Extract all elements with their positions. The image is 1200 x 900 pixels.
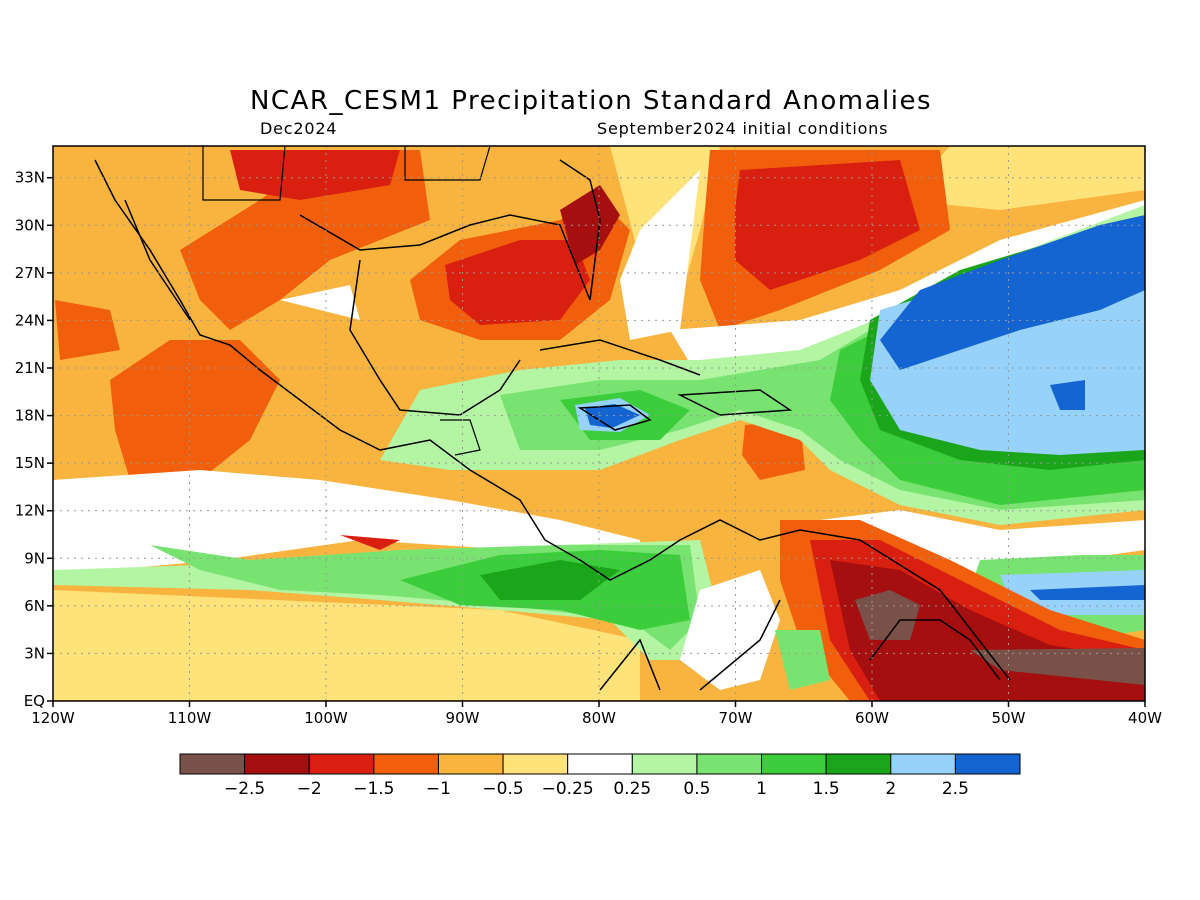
colorbar-label: 1 bbox=[756, 779, 767, 799]
y-tick-label: 21N bbox=[15, 359, 45, 377]
brown-guianas bbox=[855, 590, 920, 640]
colorbar-label: −0.5 bbox=[482, 779, 523, 799]
colorbar-label: 0.5 bbox=[683, 779, 710, 799]
white-gulf-west bbox=[280, 285, 360, 320]
jamaica bbox=[577, 404, 652, 431]
x-tick-label: 100W bbox=[304, 709, 348, 727]
colorbar-label: 2.5 bbox=[942, 779, 969, 799]
x-tick-label: 50W bbox=[992, 709, 1026, 727]
y-tick-label: 3N bbox=[24, 644, 45, 662]
baja-california bbox=[124, 199, 191, 321]
blue-south-atlantic bbox=[1030, 585, 1145, 600]
white-venezuela bbox=[680, 570, 780, 690]
blue-patch-east bbox=[1050, 380, 1085, 410]
blue-atlantic bbox=[880, 215, 1145, 370]
colorbar-label: 1.5 bbox=[813, 779, 840, 799]
colorbar-swatch bbox=[890, 753, 956, 775]
x-tick-label: 80W bbox=[582, 709, 616, 727]
white-band-atlantic bbox=[670, 200, 1145, 380]
y-tick-label: 12N bbox=[15, 502, 45, 520]
y-tick-label: 24N bbox=[15, 311, 45, 329]
colorbar-label: −2.5 bbox=[224, 779, 265, 799]
colorbar-swatch bbox=[179, 753, 246, 775]
y-axis: 33N 30N 27N 24N 21N 18N 15N 12N 9N 6N 3N EQ bbox=[15, 169, 53, 710]
colorbar-label: −1 bbox=[426, 779, 451, 799]
gulf-coast-north bbox=[299, 214, 591, 301]
pacific-caribbean-coast bbox=[94, 159, 1011, 681]
green-venezuela bbox=[775, 630, 830, 690]
colorbar-swatch bbox=[567, 753, 633, 775]
x-tick-label: 120W bbox=[31, 709, 75, 727]
colorbar-label: −2 bbox=[297, 779, 322, 799]
y-tick-label: 15N bbox=[15, 454, 45, 472]
colorbar-swatch bbox=[954, 753, 1021, 775]
colorbar-swatch bbox=[631, 753, 698, 775]
x-axis: 120W 110W 100W 90W 80W 70W 60W 50W 40W bbox=[31, 701, 1162, 727]
south-america-coast bbox=[599, 599, 781, 691]
y-tick-label: 33N bbox=[15, 169, 45, 187]
x-tick-label: 110W bbox=[168, 709, 212, 727]
colorbar-swatch bbox=[373, 753, 439, 775]
us-mexico-border-west bbox=[202, 146, 286, 201]
guatemala-border bbox=[440, 419, 481, 456]
colorbar-swatch bbox=[825, 753, 892, 775]
colorbar-swatch bbox=[244, 753, 310, 775]
white-band-pacific bbox=[53, 470, 640, 575]
map-title: NCAR_CESM1 Precipitation Standard Anomal… bbox=[249, 86, 933, 116]
colorbar-label: −0.25 bbox=[542, 779, 594, 799]
colorbar-swatch bbox=[308, 753, 375, 775]
colorbar: −2.5 −2 −1.5 −1 −0.5 −0.25 0.25 0.5 1 1.5 2 2.5 bbox=[179, 753, 1021, 799]
colorbar-swatch bbox=[502, 753, 569, 775]
brown-east bbox=[970, 648, 1145, 685]
red-atlantic bbox=[735, 160, 920, 290]
valid-time-label: Dec2024 bbox=[260, 119, 338, 138]
colorbar-swatch bbox=[696, 753, 763, 775]
colorbar-swatch bbox=[437, 753, 504, 775]
yellow-band-south bbox=[53, 590, 640, 700]
hispaniola bbox=[677, 389, 793, 416]
gulf-coast-west bbox=[349, 259, 521, 416]
cuba bbox=[539, 339, 701, 376]
florida bbox=[559, 159, 601, 301]
orange-pacific-edge bbox=[55, 300, 120, 360]
darkred-gulf bbox=[560, 185, 620, 265]
yellow-patch-ne bbox=[900, 146, 1145, 210]
red-pacific-patch bbox=[340, 535, 400, 550]
guianas-borders bbox=[869, 619, 1001, 681]
colorbar-swatch bbox=[761, 753, 827, 775]
x-tick-label: 40W bbox=[1128, 709, 1162, 727]
x-tick-label: 70W bbox=[719, 709, 753, 727]
red-north-mexico bbox=[230, 150, 400, 200]
colorbar-label: −1.5 bbox=[353, 779, 394, 799]
y-tick-label: 6N bbox=[24, 597, 45, 615]
y-tick-label: EQ bbox=[24, 692, 45, 710]
x-tick-label: 90W bbox=[446, 709, 480, 727]
orange-pacific-west bbox=[110, 340, 280, 480]
colorbar-label: 2 bbox=[885, 779, 896, 799]
coastlines bbox=[94, 159, 1011, 691]
y-tick-label: 27N bbox=[15, 264, 45, 282]
x-tick-label: 60W bbox=[855, 709, 889, 727]
blue-jamaica bbox=[585, 404, 640, 428]
borders bbox=[202, 146, 491, 456]
red-gulf bbox=[445, 240, 590, 325]
colorbar-label: 0.25 bbox=[613, 779, 651, 799]
darkgreen-panama bbox=[480, 560, 620, 600]
orange-mexico-north bbox=[180, 150, 430, 330]
us-state-borders bbox=[404, 146, 491, 181]
y-tick-label: 9N bbox=[24, 549, 45, 567]
white-band-atlantic-south bbox=[820, 510, 1145, 580]
gridlines bbox=[53, 146, 1145, 701]
white-bahamas bbox=[620, 170, 700, 340]
init-conditions-label: September2024 initial conditions bbox=[597, 119, 889, 138]
anomaly-field bbox=[53, 146, 1145, 701]
y-tick-label: 18N bbox=[15, 407, 45, 425]
y-tick-label: 30N bbox=[15, 216, 45, 234]
